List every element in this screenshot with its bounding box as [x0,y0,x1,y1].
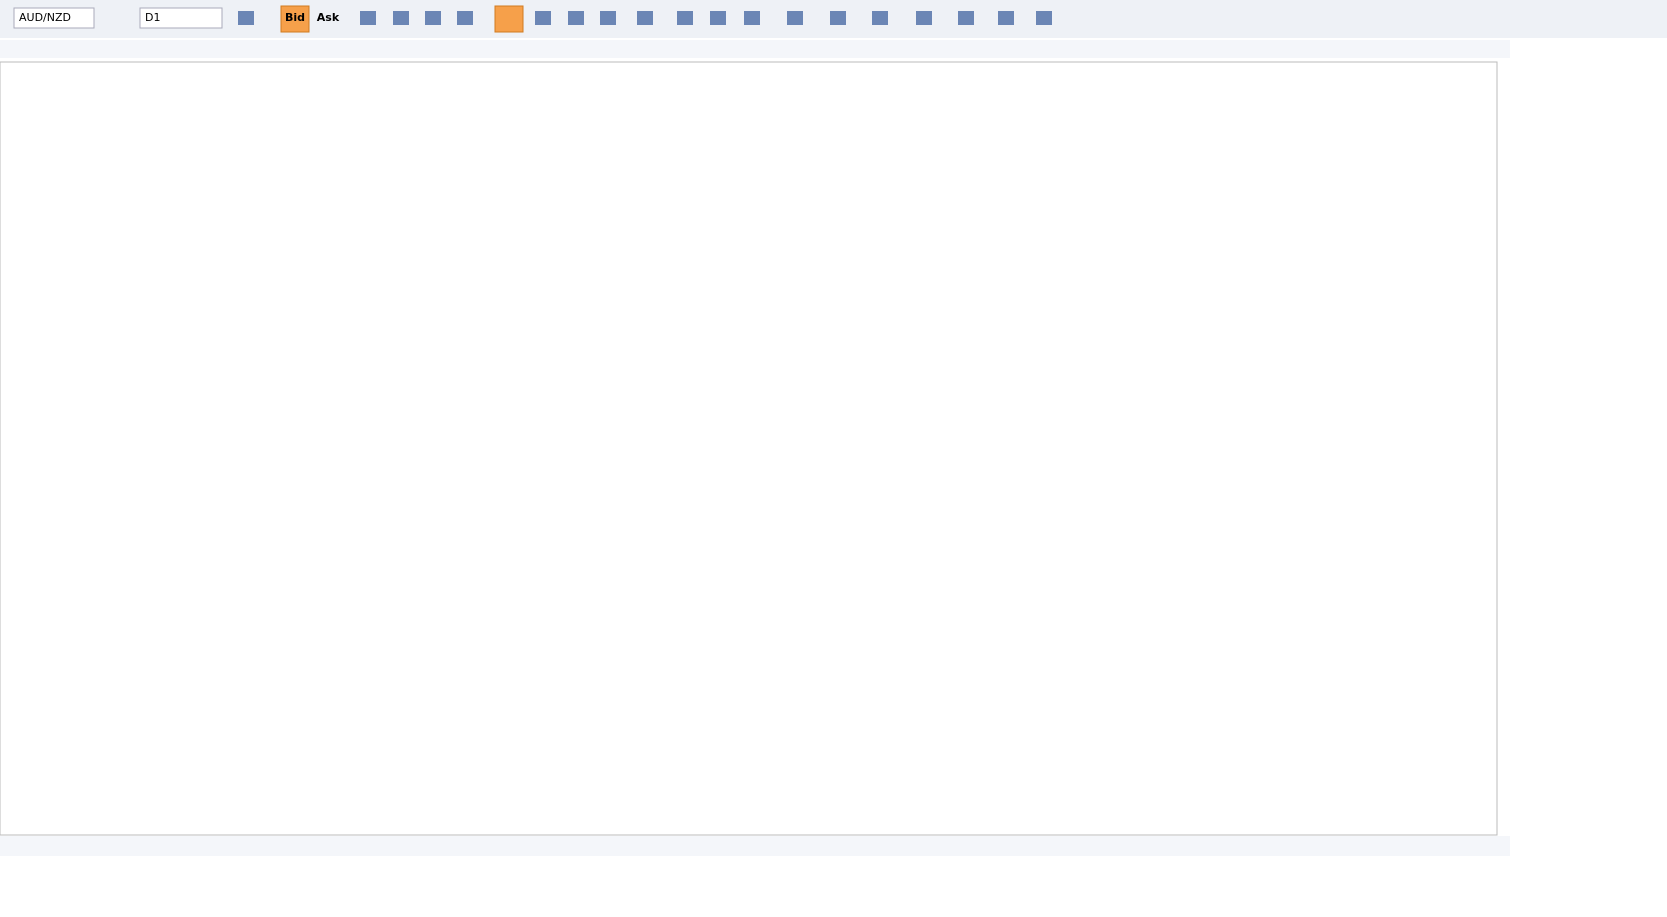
month-bar [0,40,1510,58]
date-bar [0,836,1510,856]
toolbar-icons [238,11,1052,25]
bid-button[interactable] [280,5,310,33]
ask-label[interactable]: Ask [317,11,340,24]
symbol-select[interactable] [13,7,95,29]
tool-button[interactable] [494,5,524,33]
timeframe[interactable]: D1 [145,11,160,24]
symbol[interactable]: AUD/NZD [19,11,71,24]
bid-label[interactable]: Bid [285,11,305,24]
plot-area [0,61,1498,836]
timeframe-select[interactable] [139,7,223,29]
